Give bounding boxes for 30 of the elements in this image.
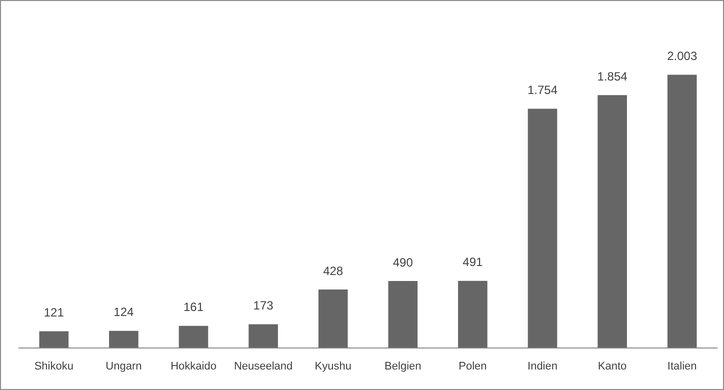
data-label: 173 bbox=[253, 298, 274, 313]
x-tick-label: Kanto bbox=[598, 360, 627, 372]
x-tick-label: Indien bbox=[528, 360, 558, 372]
bar bbox=[598, 95, 627, 348]
data-label: 490 bbox=[392, 255, 414, 270]
bar bbox=[318, 289, 348, 348]
x-tick-label: Shikoku bbox=[34, 360, 74, 372]
data-label: 1.854 bbox=[597, 69, 628, 84]
x-tick-label: Polen bbox=[458, 360, 487, 372]
bar bbox=[528, 108, 558, 348]
data-label: 491 bbox=[462, 255, 484, 270]
data-label: 161 bbox=[183, 300, 204, 314]
x-tick-label: Belgien bbox=[384, 360, 422, 372]
x-tick-label: Ungarn bbox=[106, 360, 142, 372]
data-label: 2.003 bbox=[667, 49, 698, 64]
bar bbox=[178, 326, 208, 348]
data-label: 124 bbox=[114, 305, 134, 320]
data-label: 428 bbox=[323, 264, 344, 278]
data-label: 1.754 bbox=[527, 83, 558, 98]
x-tick-label: Hokkaido bbox=[170, 360, 216, 372]
bar bbox=[109, 330, 138, 348]
x-tick-label: Neuseeland bbox=[234, 360, 293, 372]
bar bbox=[458, 280, 488, 348]
bar bbox=[39, 331, 69, 348]
bar bbox=[388, 281, 418, 348]
x-tick-label: Italien bbox=[667, 360, 697, 372]
bar bbox=[667, 74, 697, 348]
data-label: 121 bbox=[44, 306, 64, 320]
x-tick-label: Kyushu bbox=[314, 360, 352, 372]
bar bbox=[248, 324, 278, 348]
